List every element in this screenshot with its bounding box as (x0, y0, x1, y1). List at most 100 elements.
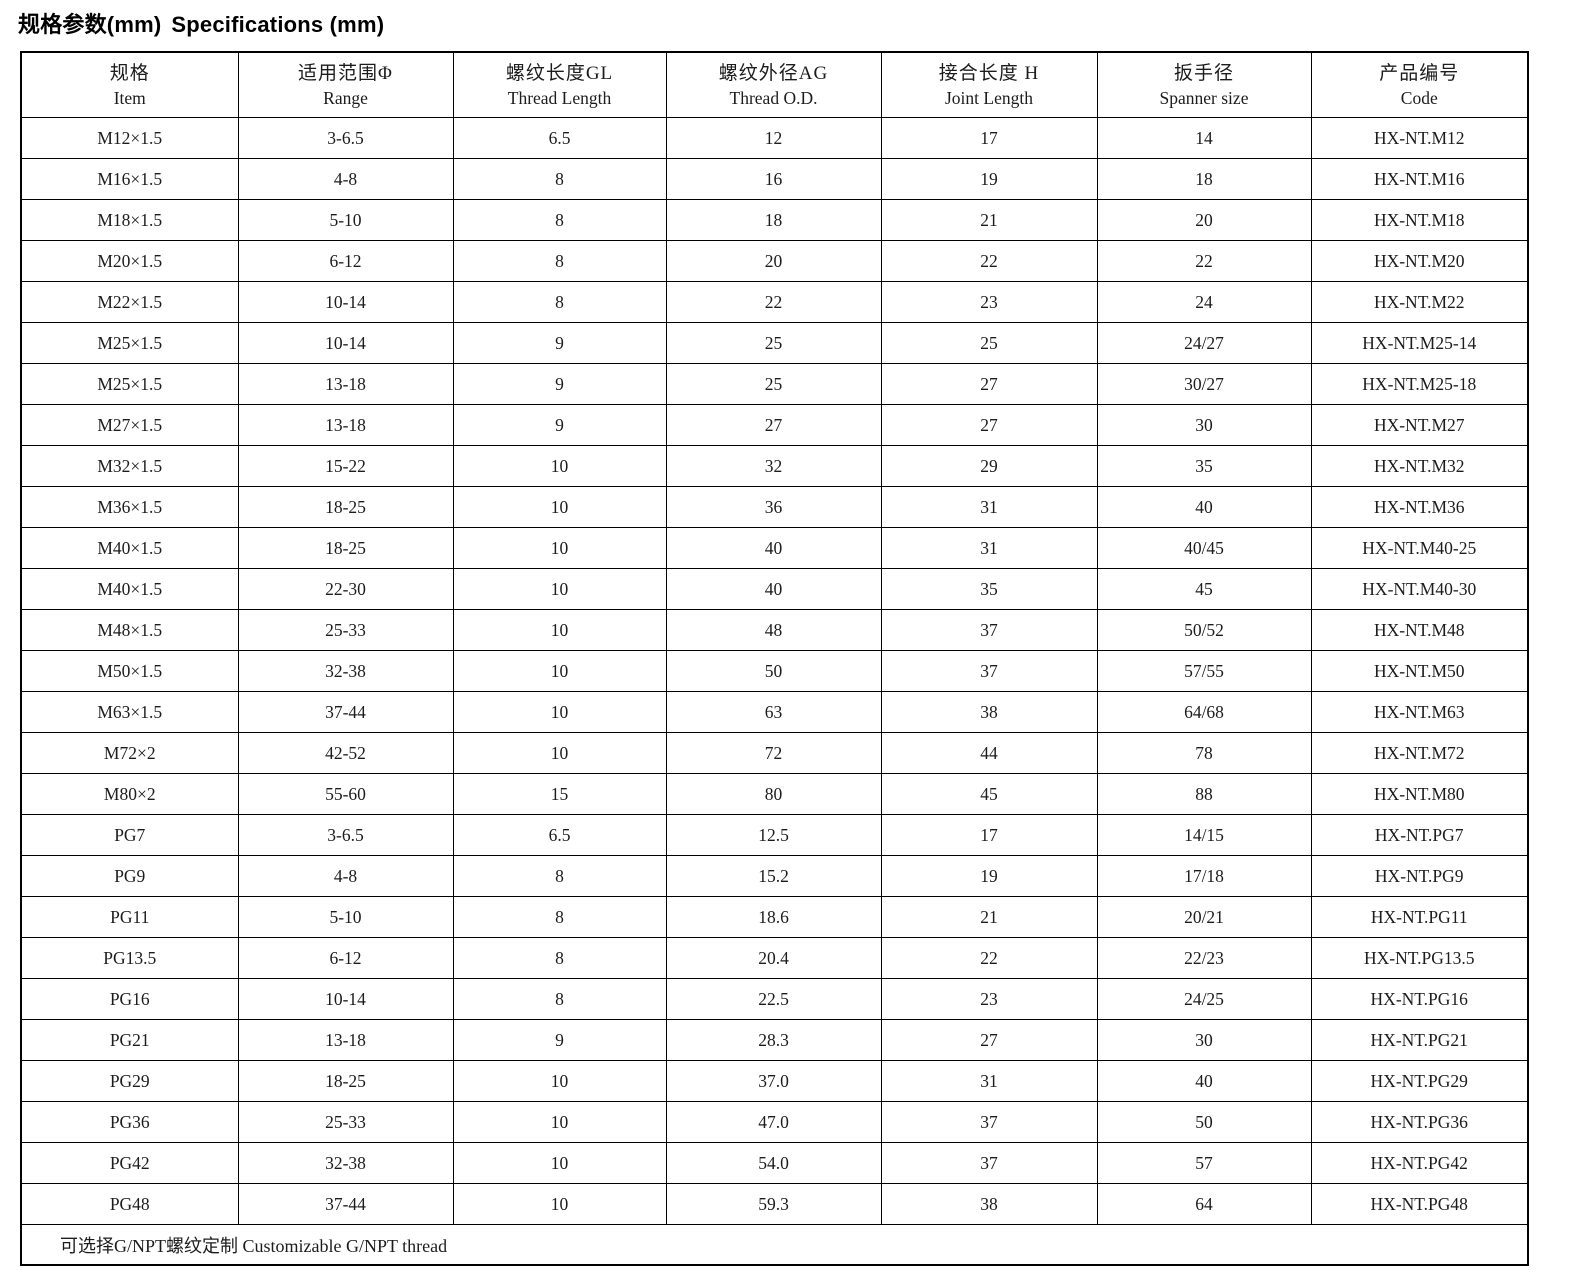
column-header-range-en: Range (323, 88, 368, 109)
page-title: 规格参数(mm) Specifications (mm) (0, 0, 1571, 39)
table-row: M18×1.5 5-10 8 18 21 20 HX-NT.M18 (20, 199, 1529, 241)
table-cell: 25-33 (237, 609, 454, 651)
table-cell: 16 (665, 158, 882, 200)
table-cell: HX-NT.PG11 (1310, 896, 1529, 938)
table-row: PG13.5 6-12 8 20.4 22 22/23 HX-NT.PG13.5 (20, 937, 1529, 979)
table-cell: 10 (452, 691, 667, 733)
column-header-spanner-size-en: Spanner size (1159, 88, 1249, 109)
table-cell: 18-25 (237, 527, 454, 569)
table-cell: 10 (452, 527, 667, 569)
table-cell: M63×1.5 (20, 691, 239, 733)
table-row: PG36 25-33 10 47.0 37 50 HX-NT.PG36 (20, 1101, 1529, 1143)
table-cell: 64 (1096, 1183, 1312, 1225)
table-cell: 22 (880, 937, 1098, 979)
table-cell: 40 (1096, 486, 1312, 528)
table-cell: HX-NT.PG16 (1310, 978, 1529, 1020)
table-cell: 10 (452, 732, 667, 774)
table-cell: 8 (452, 281, 667, 323)
table-cell: 8 (452, 855, 667, 897)
table-cell: HX-NT.M22 (1310, 281, 1529, 323)
footnote-row: 可选择G/NPT螺纹定制 Customizable G/NPT thread (20, 1224, 1529, 1266)
column-header-joint-length: 接合长度 H Joint Length (880, 51, 1098, 118)
table-row: M36×1.5 18-25 10 36 31 40 HX-NT.M36 (20, 486, 1529, 528)
table-cell: 18-25 (237, 1060, 454, 1102)
table-cell: 18-25 (237, 486, 454, 528)
table-cell: 23 (880, 978, 1098, 1020)
column-header-code-en: Code (1400, 88, 1438, 109)
table-cell: 21 (880, 896, 1098, 938)
table-cell: 10 (452, 1101, 667, 1143)
column-header-spanner-size: 扳手径 Spanner size (1096, 51, 1312, 118)
table-cell: 45 (1096, 568, 1312, 610)
table-row: PG21 13-18 9 28.3 27 30 HX-NT.PG21 (20, 1019, 1529, 1061)
column-header-code-zh: 产品编号 (1379, 62, 1460, 84)
table-cell: HX-NT.M48 (1310, 609, 1529, 651)
footnote: 可选择G/NPT螺纹定制 Customizable G/NPT thread (20, 1224, 1529, 1266)
table-cell: M72×2 (20, 732, 239, 774)
table-row: M32×1.5 15-22 10 32 29 35 HX-NT.M32 (20, 445, 1529, 487)
table-cell: 40/45 (1096, 527, 1312, 569)
table-cell: PG11 (20, 896, 239, 938)
table-cell: 40 (665, 527, 882, 569)
table-cell: HX-NT.M50 (1310, 650, 1529, 692)
table-cell: M18×1.5 (20, 199, 239, 241)
table-cell: 6-12 (237, 937, 454, 979)
table-cell: 31 (880, 527, 1098, 569)
table-cell: 17/18 (1096, 855, 1312, 897)
table-cell: PG48 (20, 1183, 239, 1225)
table-cell: 9 (452, 363, 667, 405)
table-cell: 13-18 (237, 404, 454, 446)
table-cell: 10 (452, 486, 667, 528)
table-cell: 23 (880, 281, 1098, 323)
header-row: 规格 Item 适用范围Φ Range 螺纹长度GL Thread Length… (20, 51, 1529, 118)
table-header: 规格 Item 适用范围Φ Range 螺纹长度GL Thread Length… (20, 51, 1529, 118)
table-cell: 6.5 (452, 814, 667, 856)
table-cell: 20/21 (1096, 896, 1312, 938)
table-cell: PG16 (20, 978, 239, 1020)
table-cell: M22×1.5 (20, 281, 239, 323)
table-cell: 10 (452, 609, 667, 651)
table-cell: 4-8 (237, 158, 454, 200)
table-cell: 21 (880, 199, 1098, 241)
table-cell: 32-38 (237, 650, 454, 692)
table-row: M72×2 42-52 10 72 44 78 HX-NT.M72 (20, 732, 1529, 774)
table-cell: 36 (665, 486, 882, 528)
column-header-item-zh: 规格 (109, 62, 150, 84)
table-row: M48×1.5 25-33 10 48 37 50/52 HX-NT.M48 (20, 609, 1529, 651)
table-row: M25×1.5 13-18 9 25 27 30/27 HX-NT.M25-18 (20, 363, 1529, 405)
table-cell: 40 (665, 568, 882, 610)
table-cell: 3-6.5 (237, 814, 454, 856)
table-cell: 18 (1096, 158, 1312, 200)
table-cell: 17 (880, 117, 1098, 159)
table-cell: PG29 (20, 1060, 239, 1102)
table-cell: HX-NT.PG29 (1310, 1060, 1529, 1102)
table-cell: M80×2 (20, 773, 239, 815)
table-cell: HX-NT.M40-30 (1310, 568, 1529, 610)
table-row: PG42 32-38 10 54.0 37 57 HX-NT.PG42 (20, 1142, 1529, 1184)
table-cell: 10-14 (237, 281, 454, 323)
table-cell: 29 (880, 445, 1098, 487)
table-cell: 10 (452, 445, 667, 487)
table-cell: 50/52 (1096, 609, 1312, 651)
table-cell: 30 (1096, 1019, 1312, 1061)
table-cell: HX-NT.M32 (1310, 445, 1529, 487)
column-header-range: 适用范围Φ Range (237, 51, 454, 118)
table-cell: M48×1.5 (20, 609, 239, 651)
table-cell: 72 (665, 732, 882, 774)
table-cell: 37 (880, 1101, 1098, 1143)
table-cell: 15-22 (237, 445, 454, 487)
table-cell: 37-44 (237, 691, 454, 733)
table-cell: 57/55 (1096, 650, 1312, 692)
table-cell: PG7 (20, 814, 239, 856)
table-cell: 64/68 (1096, 691, 1312, 733)
table-cell: 12 (665, 117, 882, 159)
table-cell: 57 (1096, 1142, 1312, 1184)
table-cell: HX-NT.PG7 (1310, 814, 1529, 856)
table-cell: 8 (452, 158, 667, 200)
table-cell: 6-12 (237, 240, 454, 282)
column-header-thread-length-zh: 螺纹长度GL (505, 62, 614, 84)
table-cell: 80 (665, 773, 882, 815)
table-cell: 15.2 (665, 855, 882, 897)
table-footer: 可选择G/NPT螺纹定制 Customizable G/NPT thread (20, 1224, 1529, 1266)
table-cell: HX-NT.M27 (1310, 404, 1529, 446)
